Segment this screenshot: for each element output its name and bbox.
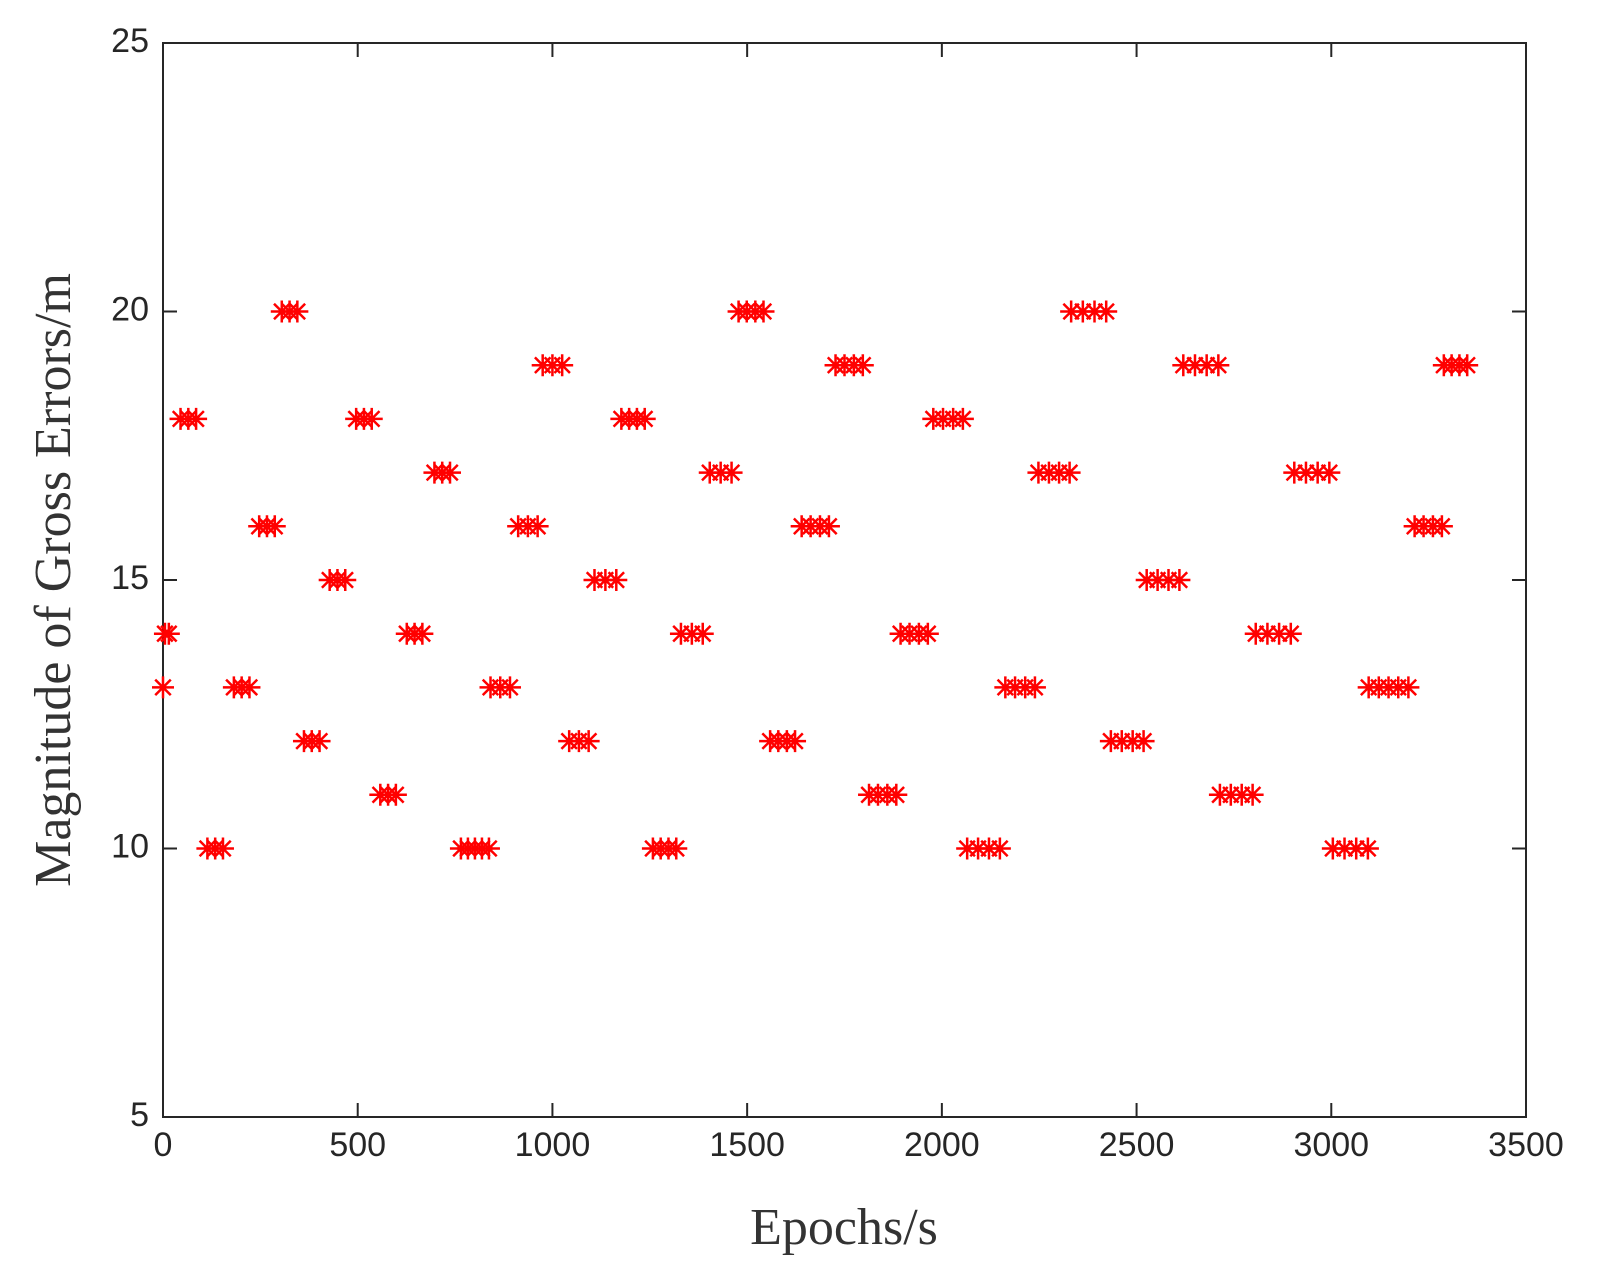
data-point	[238, 676, 261, 699]
data-point	[1256, 622, 1279, 645]
data-point	[665, 837, 688, 860]
data-point	[1430, 515, 1453, 538]
data-point	[1058, 461, 1081, 484]
data-point	[1168, 569, 1191, 591]
data-point	[784, 730, 807, 753]
data-point	[1183, 354, 1206, 377]
data-point	[916, 622, 939, 645]
data-point	[1283, 461, 1306, 484]
data-point	[1294, 461, 1317, 484]
data-point	[1095, 300, 1118, 323]
data-point	[211, 837, 234, 860]
y-tick-label: 5	[130, 1096, 149, 1134]
data-point	[1083, 300, 1106, 323]
data-point	[334, 569, 357, 591]
data-point	[577, 730, 600, 753]
data-point	[411, 622, 434, 645]
data-point	[286, 300, 309, 323]
data-point	[1397, 676, 1420, 699]
x-tick-label: 1000	[515, 1126, 591, 1164]
data-point	[1207, 354, 1230, 377]
data-point	[605, 569, 628, 591]
x-tick-label: 0	[154, 1126, 173, 1164]
data-point	[1195, 354, 1218, 377]
data-point	[1244, 622, 1267, 645]
data-point	[1279, 622, 1302, 645]
x-tick-label: 1500	[709, 1126, 785, 1164]
x-tick-label: 2500	[1099, 1126, 1175, 1164]
data-point	[152, 676, 174, 699]
data-point	[885, 783, 908, 806]
y-tick-label: 25	[111, 22, 149, 60]
data-point	[1060, 300, 1083, 323]
data-point	[263, 515, 286, 538]
data-point	[185, 407, 208, 430]
data-point	[988, 837, 1011, 860]
data-point	[752, 300, 775, 323]
data-point	[1241, 783, 1264, 806]
data-point	[1071, 300, 1094, 323]
plot-frame	[162, 42, 1527, 1118]
x-tick-label: 3000	[1293, 1126, 1369, 1164]
y-tick-label: 10	[111, 827, 149, 865]
data-point	[1321, 837, 1344, 860]
data-point	[1318, 461, 1341, 484]
data-point	[157, 622, 180, 645]
data-point	[851, 354, 874, 377]
data-point	[817, 515, 840, 538]
x-tick-label: 2000	[904, 1126, 980, 1164]
data-point	[1456, 354, 1479, 377]
data-point	[308, 730, 331, 753]
data-point	[1132, 730, 1155, 753]
data-point	[691, 622, 714, 645]
data-point	[384, 783, 407, 806]
data-point	[551, 354, 574, 377]
data-point	[1345, 837, 1368, 860]
data-point	[1023, 676, 1046, 699]
y-tick-label: 20	[111, 290, 149, 328]
data-point	[720, 461, 743, 484]
x-axis-label: Epochs/s	[750, 1199, 938, 1256]
data-point	[1356, 837, 1379, 860]
x-tick-label: 3500	[1488, 1126, 1564, 1164]
data-point	[1306, 461, 1329, 484]
data-point	[526, 515, 549, 538]
data-point	[633, 407, 656, 430]
data-point	[1268, 622, 1291, 645]
data-point	[439, 461, 462, 484]
data-point	[498, 676, 521, 699]
data-point	[951, 407, 974, 430]
data-point	[360, 407, 383, 430]
y-axis-label: Magnitude of Gross Errors/m	[25, 273, 82, 887]
y-tick-label: 15	[111, 559, 149, 597]
data-point	[1172, 354, 1195, 377]
data-point	[1333, 837, 1356, 860]
data-point	[477, 837, 500, 860]
x-tick-label: 500	[329, 1126, 386, 1164]
